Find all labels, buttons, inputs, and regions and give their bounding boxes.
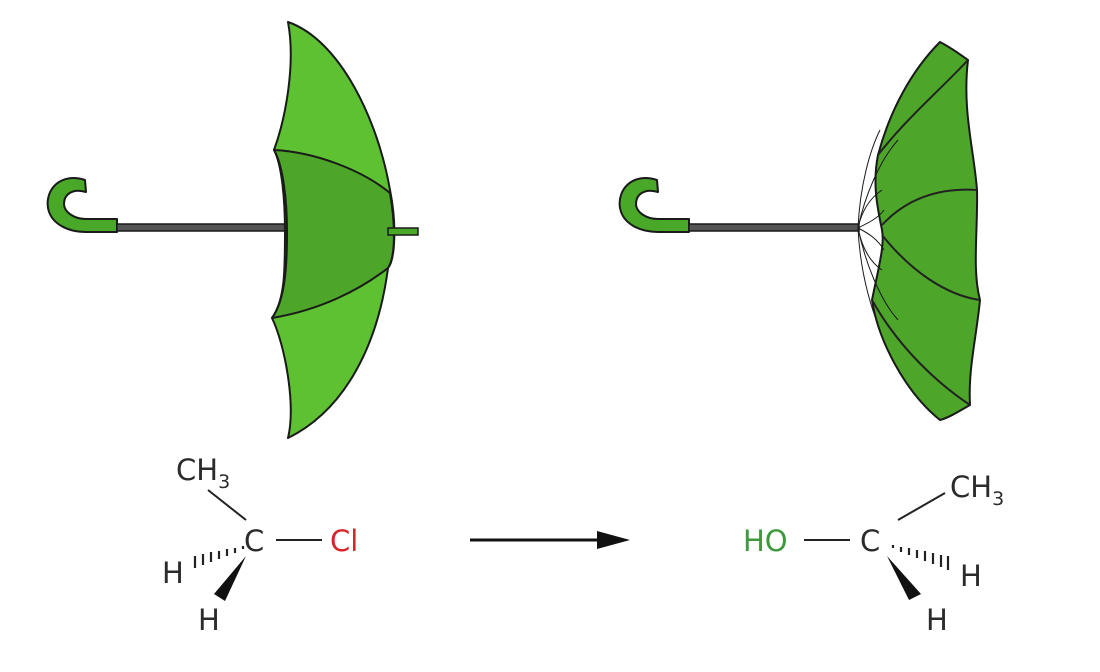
reactant-carbon-label: C xyxy=(244,524,264,558)
reactant-molecule: CH3 C Cl H H xyxy=(162,453,358,637)
product-hydrogen-hash-label: H xyxy=(960,559,982,593)
umbrella-right-ribs xyxy=(857,129,899,331)
umbrella-right-shaft xyxy=(688,223,860,232)
reaction-arrow-icon xyxy=(470,531,630,549)
product-methyl-bond xyxy=(897,492,946,521)
umbrella-right-handle xyxy=(618,177,690,233)
reactant-methyl-label: CH3 xyxy=(176,453,230,493)
reactant-wedge-bond xyxy=(214,556,246,601)
reactant-chlorine-label: Cl xyxy=(330,524,358,558)
product-molecule: HO C CH3 H H xyxy=(743,470,1004,637)
umbrella-right-canopy xyxy=(871,41,981,421)
product-hash-bond xyxy=(891,545,950,570)
umbrella-right-seam-bottom xyxy=(871,299,971,406)
umbrella-left-handle xyxy=(46,177,118,233)
umbrella-right-seam-lower xyxy=(881,234,981,301)
reactant-methyl-bond xyxy=(207,489,247,521)
reactant-hydrogen-wedge-label: H xyxy=(198,603,220,637)
umbrella-left-tip xyxy=(387,227,419,236)
product-wedge-bond xyxy=(887,556,921,600)
product-methyl-label: CH3 xyxy=(950,470,1004,510)
umbrella-right-seam-top xyxy=(877,59,969,156)
umbrella-inverted-icon xyxy=(618,41,981,421)
product-carbon-label: C xyxy=(860,524,880,558)
umbrella-left-panel xyxy=(271,149,395,319)
umbrella-left-shaft xyxy=(116,223,293,232)
umbrella-open-icon xyxy=(46,21,419,439)
umbrella-right-seam-upper xyxy=(881,188,978,226)
product-hydrogen-wedge-label: H xyxy=(926,603,948,637)
reactant-hash-bond xyxy=(193,546,245,568)
product-hydroxyl-label: HO xyxy=(743,524,788,558)
reactant-hydrogen-hash-label: H xyxy=(162,556,184,590)
